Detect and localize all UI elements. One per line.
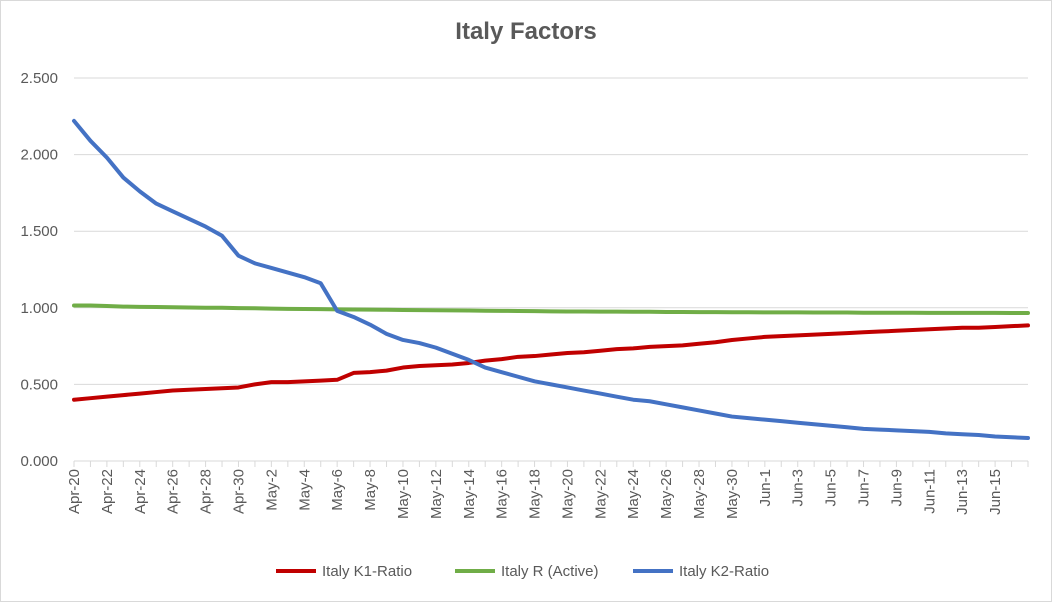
x-tick-label: May-2 (263, 469, 280, 511)
x-tick-label: Jun-3 (790, 469, 807, 507)
x-tick-label: May-24 (625, 469, 642, 519)
x-tick-label: May-20 (559, 469, 576, 519)
x-tick-label: Jun-1 (757, 469, 774, 507)
x-tick-label: May-18 (527, 469, 544, 519)
x-tick-label: Apr-26 (165, 469, 182, 514)
x-tick-label: May-10 (395, 469, 412, 519)
y-tick-label: 0.500 (20, 376, 58, 393)
x-tick-label: May-12 (428, 469, 445, 519)
x-tick-label: May-14 (461, 469, 478, 519)
x-tick-label: May-26 (658, 469, 675, 519)
series-line-italy-k2-ratio (72, 118, 1030, 441)
series-line-italy-k1-ratio (72, 323, 1030, 402)
x-tick-label: Apr-24 (132, 469, 149, 514)
legend: Italy K1-Ratio Italy R (Active) Italy K2-R… (276, 563, 769, 580)
x-tick-label: Apr-20 (66, 469, 83, 514)
x-tick-label: Jun-9 (888, 469, 905, 507)
series-line-italy-r-active (72, 303, 1030, 316)
chart-title: Italy Factors (455, 18, 597, 45)
y-tick-label: 1.500 (20, 223, 58, 240)
y-axis-tick-labels: 0.000 0.500 1.000 1.500 2.000 2.500 (20, 70, 58, 470)
x-tick-label: Jun-13 (954, 469, 971, 515)
x-tick-label: May-8 (362, 469, 379, 511)
y-tick-label: 1.000 (20, 300, 58, 317)
x-tick-label: May-16 (494, 469, 511, 519)
x-tick-label: May-22 (592, 469, 609, 519)
legend-label: Italy K2-Ratio (679, 563, 769, 580)
x-tick-label: Apr-22 (99, 469, 116, 514)
x-tick-label: May-4 (296, 469, 313, 511)
x-axis: Apr-20 Apr-22 Apr-24 Apr-26 Apr-28 Apr-30 May-… (66, 460, 1029, 519)
x-tick-label: Jun-7 (856, 469, 873, 507)
x-tick-label: May-28 (691, 469, 708, 519)
legend-label: Italy R (Active) (501, 563, 599, 580)
y-tick-label: 0.000 (20, 453, 58, 470)
x-tick-label: Jun-5 (823, 469, 840, 507)
x-tick-label: May-30 (724, 469, 741, 519)
x-tick-label: Jun-15 (987, 469, 1004, 515)
x-tick-label: Jun-11 (921, 469, 938, 514)
y-tick-label: 2.000 (20, 147, 58, 164)
x-tick-label: May-6 (329, 469, 346, 511)
x-tick-label: Apr-28 (198, 469, 215, 514)
legend-label: Italy K1-Ratio (322, 563, 412, 580)
y-tick-label: 2.500 (20, 70, 58, 87)
series-lines (72, 118, 1030, 441)
x-tick-label: Apr-30 (230, 469, 247, 514)
